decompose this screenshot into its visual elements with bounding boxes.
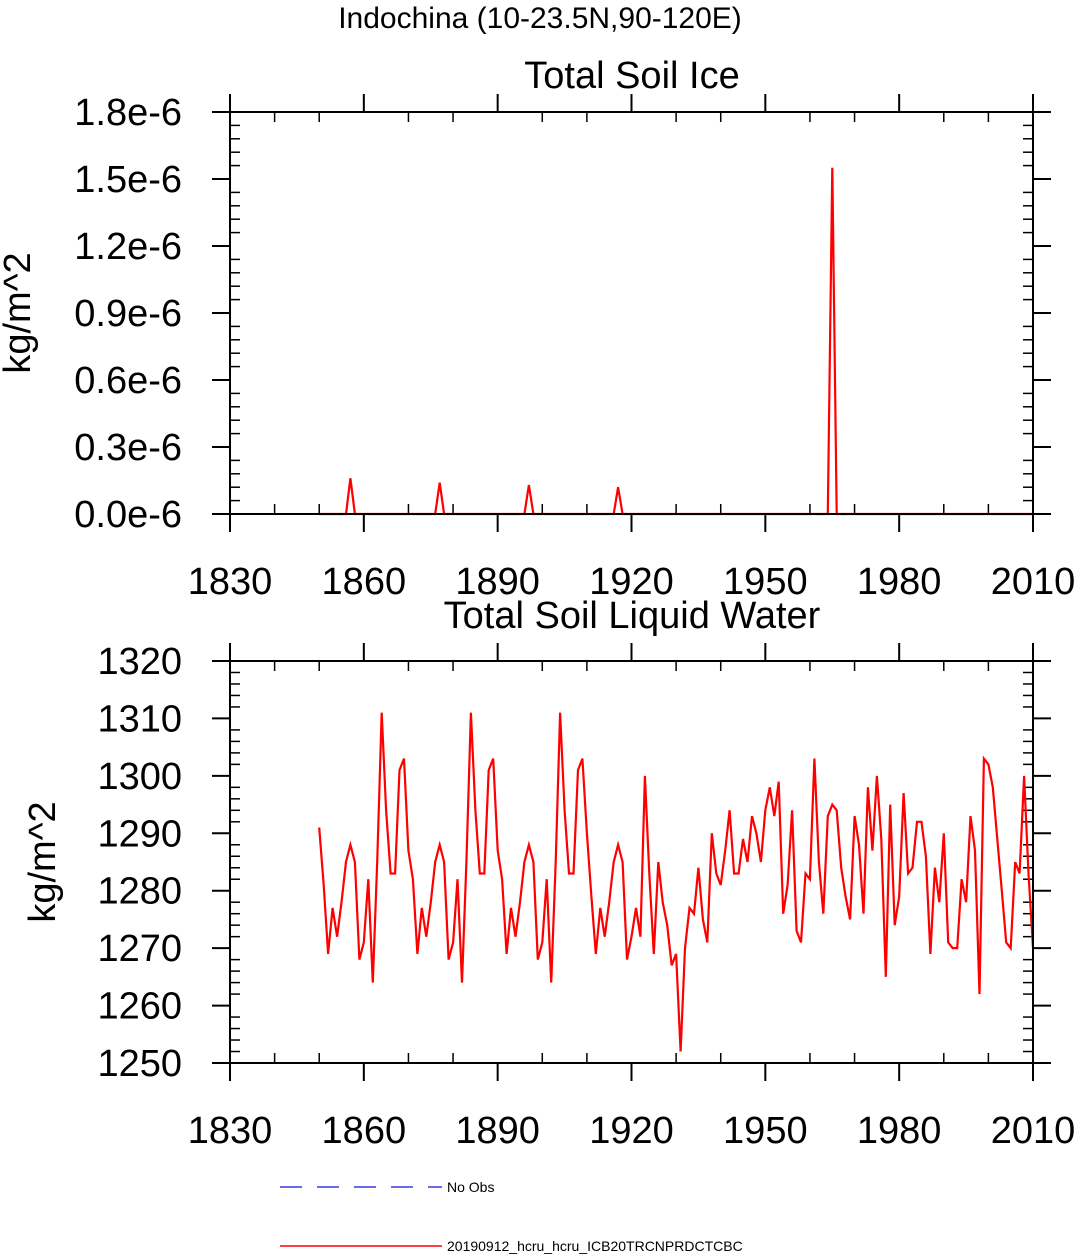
panel-total-soil-ice: Total Soil Ice kg/m^2 1830 1860 1890 1920 19… [0,55,1075,603]
y-tick-label: 1250 [97,1043,182,1085]
panel-title: Total Soil Ice [524,55,739,97]
y-axis-label: kg/m^2 [0,252,39,373]
data-marks [319,167,1033,516]
x-tick-label: 1860 [322,561,407,603]
plot-frame [229,660,1034,1064]
axis-ticks: 1830 1860 1890 1920 1950 1980 2010 1250 1260 1270… [97,641,1075,1152]
x-tick-label: 1830 [188,1110,273,1152]
x-tick-label: 1890 [455,561,540,603]
y-tick-label: 1280 [97,871,182,913]
y-tick-label: 1310 [97,698,182,740]
legend-label-model: 20190912_hcru_hcru_ICB20TRCNPRDCTCBC [447,1238,743,1254]
y-tick-label: 0.9e-6 [74,293,182,335]
y-tick-label: 0.0e-6 [74,494,182,536]
y-tick-label: 1260 [97,986,182,1028]
y-tick-label: 0.6e-6 [74,360,182,402]
x-tick-label: 1830 [188,561,273,603]
x-tick-label: 2010 [991,561,1076,603]
y-axis-label: kg/m^2 [22,801,64,922]
x-tick-label: 1890 [455,1110,540,1152]
legend: No Obs 20190912_hcru_hcru_ICB20TRCNPRDCT… [280,1179,743,1254]
panel-total-soil-liquid-water: Total Soil Liquid Water kg/m^2 1830 1860 1… [22,595,1075,1152]
y-tick-label: 1.2e-6 [74,226,182,268]
y-tick-label: 0.3e-6 [74,427,182,469]
legend-label-no-obs: No Obs [447,1179,494,1195]
plot-frame [229,111,1034,515]
x-tick-label: 1980 [857,1110,942,1152]
x-tick-label: 1980 [857,561,942,603]
y-tick-label: 1290 [97,813,182,855]
x-tick-label: 2010 [991,1110,1076,1152]
axis-ticks: 1830 1860 1890 1920 1950 1980 2010 0.0e-6 0.3e-6… [74,92,1075,603]
figure-main-title: Indochina (10-23.5N,90-120E) [338,2,742,35]
series-line [319,167,1033,516]
y-tick-label: 1320 [97,641,182,683]
x-tick-label: 1920 [589,1110,674,1152]
series-line [318,712,1035,1052]
x-tick-label: 1950 [723,561,808,603]
data-marks [318,712,1035,1052]
x-tick-label: 1920 [589,561,674,603]
panel-title: Total Soil Liquid Water [444,595,821,637]
y-tick-label: 1.5e-6 [74,159,182,201]
y-tick-label: 1300 [97,756,182,798]
x-tick-label: 1860 [322,1110,407,1152]
x-tick-label: 1950 [723,1110,808,1152]
y-tick-label: 1270 [97,928,182,970]
y-tick-label: 1.8e-6 [74,92,182,134]
